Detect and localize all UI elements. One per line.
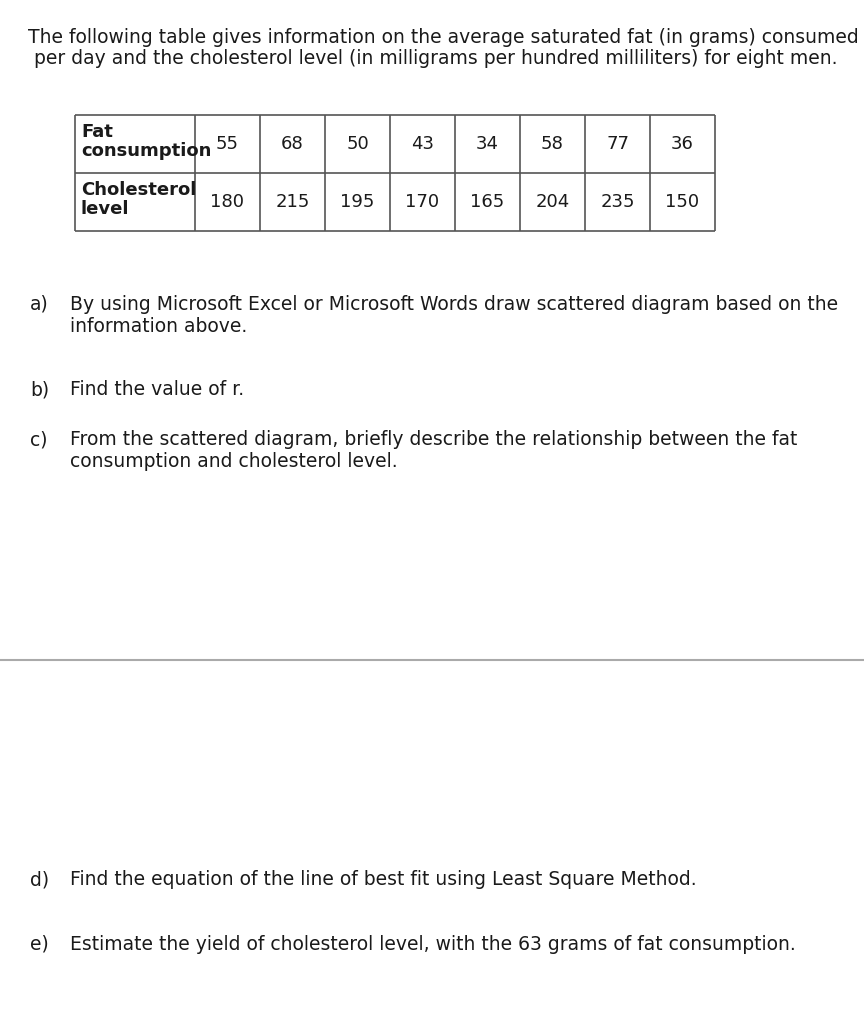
- Text: b): b): [30, 380, 49, 399]
- Text: e): e): [30, 935, 48, 954]
- Text: By using Microsoft Excel or Microsoft Words draw scattered diagram based on the: By using Microsoft Excel or Microsoft Wo…: [70, 295, 838, 314]
- Text: 165: 165: [470, 193, 505, 211]
- Text: Estimate the yield of cholesterol level, with the 63 grams of fat consumption.: Estimate the yield of cholesterol level,…: [70, 935, 796, 954]
- Text: consumption and cholesterol level.: consumption and cholesterol level.: [70, 453, 397, 471]
- Text: consumption: consumption: [81, 142, 212, 161]
- Text: 235: 235: [600, 193, 635, 211]
- Text: 77: 77: [606, 135, 629, 153]
- Text: 43: 43: [411, 135, 434, 153]
- Text: 36: 36: [671, 135, 694, 153]
- Text: 204: 204: [536, 193, 569, 211]
- Text: 180: 180: [211, 193, 245, 211]
- Text: a): a): [30, 295, 48, 314]
- Text: 215: 215: [276, 193, 309, 211]
- Text: per day and the cholesterol level (in milligrams per hundred milliliters) for ei: per day and the cholesterol level (in mi…: [28, 49, 837, 68]
- Text: From the scattered diagram, briefly describe the relationship between the fat: From the scattered diagram, briefly desc…: [70, 430, 797, 449]
- Text: Find the equation of the line of best fit using Least Square Method.: Find the equation of the line of best fi…: [70, 870, 696, 889]
- Text: The following table gives information on the average saturated fat (in grams) co: The following table gives information on…: [28, 28, 859, 47]
- Text: d): d): [30, 870, 49, 889]
- Text: information above.: information above.: [70, 317, 247, 336]
- Text: 58: 58: [541, 135, 564, 153]
- Text: 50: 50: [346, 135, 369, 153]
- Text: c): c): [30, 430, 48, 449]
- Text: 34: 34: [476, 135, 499, 153]
- Text: 55: 55: [216, 135, 239, 153]
- Text: level: level: [81, 201, 130, 218]
- Text: Find the value of r.: Find the value of r.: [70, 380, 245, 399]
- Text: Cholesterol: Cholesterol: [81, 181, 196, 199]
- Text: 150: 150: [665, 193, 700, 211]
- Text: 170: 170: [405, 193, 440, 211]
- Text: 68: 68: [281, 135, 304, 153]
- Text: Fat: Fat: [81, 123, 113, 141]
- Text: 195: 195: [340, 193, 375, 211]
